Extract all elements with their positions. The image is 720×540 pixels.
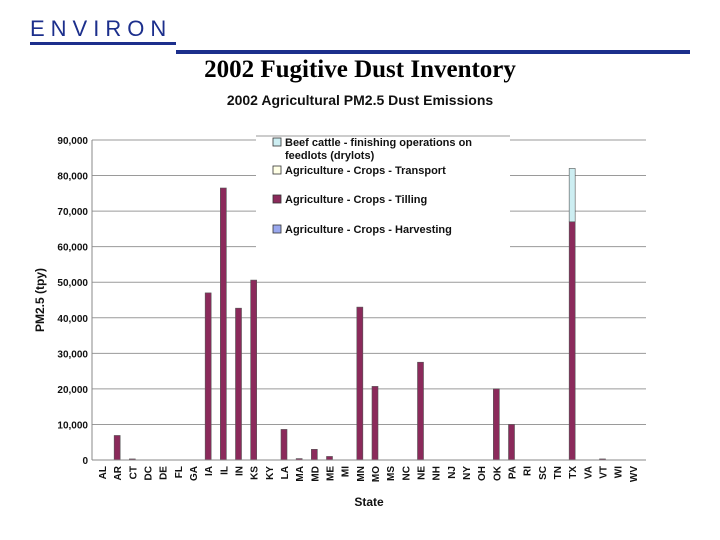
x-tick-label: OK xyxy=(492,465,503,481)
x-axis-label: State xyxy=(354,495,384,509)
y-axis-label: PM2.5 (tpy) xyxy=(33,268,47,332)
x-tick-label: CT xyxy=(128,466,139,479)
y-tick-label: 40,000 xyxy=(57,314,88,325)
bar-me-agriculture-crops-tilling xyxy=(326,456,333,461)
x-tick-label: MN xyxy=(356,466,367,482)
x-tick-label: IA xyxy=(204,466,215,476)
legend: Beef cattle - finishing operations onfee… xyxy=(256,134,510,256)
y-tick-labels: 0 10,000 20,000 30,000 40,000 50,000 60,000 70,… xyxy=(57,136,88,467)
bar-mn-agriculture-crops-tilling xyxy=(356,306,364,461)
x-tick-label: ME xyxy=(326,466,337,481)
bar-ks-agriculture-crops-tilling xyxy=(250,279,257,461)
bar-in-agriculture-crops-tilling xyxy=(235,307,242,461)
logo-underline xyxy=(30,42,176,45)
x-tick-label: LA xyxy=(280,466,291,479)
bar-tx-beef-cattle-finishing-operations-on-feedlots-drylots xyxy=(568,168,576,223)
x-tick-label: IN xyxy=(235,466,246,476)
environ-logo: ENVIRON xyxy=(30,16,176,44)
chart-title: 2002 Agricultural PM2.5 Dust Emissions xyxy=(226,92,494,108)
y-tick-label: 70,000 xyxy=(57,207,88,218)
bar-il-agriculture-crops-tilling xyxy=(220,187,227,461)
x-tick-label: MD xyxy=(310,466,321,482)
x-tick-label: MS xyxy=(386,466,397,481)
y-tick-label: 90,000 xyxy=(57,136,88,147)
legend-label: Beef cattle - finishing operations on xyxy=(285,137,472,149)
legend-swatch xyxy=(272,137,282,147)
x-tick-label: OH xyxy=(477,466,488,481)
x-tick-label: DC xyxy=(144,466,155,480)
x-tick-label: RI xyxy=(523,466,534,476)
legend-swatch xyxy=(272,165,282,175)
header-rule xyxy=(176,50,690,54)
x-tick-label: VT xyxy=(599,466,610,479)
y-tick-label: 50,000 xyxy=(57,278,88,289)
x-tick-label: NE xyxy=(417,466,428,480)
x-tick-label: TX xyxy=(568,466,579,479)
bar-ar-agriculture-crops-tilling xyxy=(113,435,121,461)
x-tick-label: AL xyxy=(98,466,109,479)
x-tick-label: NH xyxy=(432,466,443,480)
y-tick-label: 0 xyxy=(82,456,88,467)
x-tick-label: GA xyxy=(189,466,200,481)
x-tick-label: NJ xyxy=(447,466,458,479)
x-tick-label: WI xyxy=(614,466,625,478)
x-tick-label: KS xyxy=(250,466,261,480)
x-tick-label: PA xyxy=(508,466,519,479)
x-tick-label: VA xyxy=(583,466,594,479)
x-tick-label: NY xyxy=(462,466,473,480)
x-tick-labels: AL AR CT DC DE FL GA IA IL IN KS KY LA MA MD ME MI MN MO MS… xyxy=(98,465,640,482)
legend-label: Agriculture - Crops - Harvesting xyxy=(285,224,452,236)
bar-md-agriculture-crops-tilling xyxy=(311,449,318,461)
x-tick-label: WV xyxy=(629,466,640,482)
x-tick-label: TN xyxy=(553,466,564,479)
x-tick-label: FL xyxy=(174,466,185,478)
y-tick-label: 60,000 xyxy=(57,243,88,254)
x-tick-label: MI xyxy=(341,466,352,477)
bar-la-agriculture-crops-tilling xyxy=(280,429,288,461)
y-tick-label: 30,000 xyxy=(57,349,88,360)
bar-pa-agriculture-crops-tilling xyxy=(508,424,515,461)
y-tick-label: 80,000 xyxy=(57,172,88,183)
x-tick-label: NC xyxy=(401,466,412,480)
legend-swatch xyxy=(272,194,282,204)
bar-ia-agriculture-crops-tilling xyxy=(204,292,212,461)
y-tick-label: 20,000 xyxy=(57,385,88,396)
slide-title: 2002 Fugitive Dust Inventory xyxy=(204,56,516,83)
legend-label: Agriculture - Crops - Transport xyxy=(285,165,446,177)
axes xyxy=(91,140,646,461)
legend-label: feedlots (drylots) xyxy=(285,150,375,162)
x-tick-label: DE xyxy=(159,466,170,480)
x-tick-label: KY xyxy=(265,466,276,480)
legend-label: Agriculture - Crops - Tilling xyxy=(285,194,427,206)
x-tick-label: SC xyxy=(538,466,549,480)
x-tick-label: AR xyxy=(113,465,124,480)
x-tick-label: MA xyxy=(295,466,306,482)
bar-ne-agriculture-crops-tilling xyxy=(417,361,424,461)
logo-text: ENVIRON xyxy=(30,16,173,41)
bar-ok-agriculture-crops-tilling xyxy=(493,388,500,461)
legend-swatch xyxy=(272,224,282,234)
bar-mo-agriculture-crops-tilling xyxy=(371,386,379,461)
bar-tx-agriculture-crops-tilling xyxy=(568,221,576,461)
legend-box xyxy=(256,134,510,256)
y-tick-label: 10,000 xyxy=(57,420,88,431)
x-tick-label: IL xyxy=(219,466,230,475)
x-tick-label: MO xyxy=(371,466,382,482)
